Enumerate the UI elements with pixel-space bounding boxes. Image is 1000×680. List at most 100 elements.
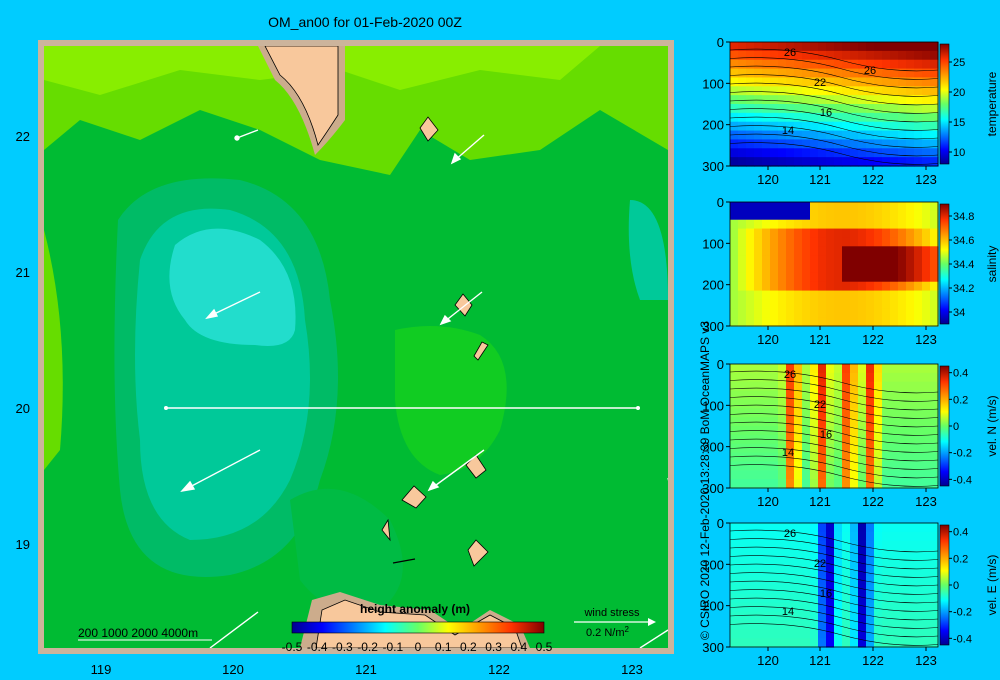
panel-x-tick: 120	[757, 172, 779, 187]
panel-y-tick: 200	[702, 118, 724, 133]
colorbar-tick: 0.5	[536, 640, 553, 654]
colorbar-tick: -0.4	[307, 640, 328, 654]
panel-y-tick: 100	[702, 236, 724, 251]
map-y-axis: 22 21 20 19	[16, 129, 30, 552]
contour-label: 22	[814, 558, 826, 570]
panel-colorbar-tick: 15	[953, 117, 965, 129]
panel-y-tick: 100	[702, 557, 724, 572]
panel-y-tick: 100	[702, 398, 724, 413]
colorbar-title: height anomaly (m)	[360, 602, 470, 616]
panel-colorbar-tick: 10	[953, 147, 965, 159]
panel-colorbar-label: temperature	[985, 71, 999, 136]
section-panel-4: 26 22 16 14 120 121 122 123 0 100 200 300 0.4 0.2 0 -0.…	[702, 516, 999, 668]
panel-x-tick: 120	[757, 653, 779, 668]
panel-y-tick: 0	[717, 35, 724, 50]
map-x-tick: 122	[488, 662, 510, 677]
colorbar-tick: 0.3	[485, 640, 502, 654]
contour-label: 22	[814, 77, 826, 89]
panel-x-tick: 122	[862, 172, 884, 187]
colorbar-ticks: -0.5 -0.4 -0.3 -0.2 -0.1 0 0.1 0.2 0.3 0.4 0.5	[282, 640, 553, 654]
panel-colorbar-tick: 0	[953, 580, 959, 592]
panel-colorbar-tick: 34.2	[953, 283, 974, 295]
panel-x-tick: 120	[757, 494, 779, 509]
panel-colorbar-tick: -0.2	[953, 448, 972, 460]
map-x-tick: 121	[355, 662, 377, 677]
section-panel-1: 26 22 16 14 26 120 121 122 123 0 100 200 300 25 20 15 10…	[702, 35, 999, 187]
panel-y-tick: 200	[702, 440, 724, 455]
colorbar-tick: 0	[415, 640, 422, 654]
panel-colorbar-tick: 0	[953, 421, 959, 433]
panel-contours: 26 22 16 14 26	[729, 47, 939, 165]
contour-label: 26	[784, 369, 796, 381]
map-panel: 119 120 121 122 123 22 21 20 19 200 1000…	[16, 40, 674, 677]
panel-colorbar-tick: 25	[953, 57, 965, 69]
panel-colorbar-tick: 34.6	[953, 235, 974, 247]
panel-colorbar-tick: 34.8	[953, 211, 974, 223]
colorbar	[291, 621, 545, 634]
section-panel-2: 120 121 122 123 0 100 200 300 34.8 34.6 34.4 34.2 34…	[702, 195, 999, 347]
contour-label: 14	[782, 447, 794, 459]
map-y-tick: 22	[16, 129, 30, 144]
panel-colorbar	[939, 524, 950, 646]
colorbar-tick: 0.2	[460, 640, 477, 654]
wind-stress-label: wind stress	[583, 607, 640, 619]
colorbar-tick: -0.1	[382, 640, 403, 654]
panel-contours: 26 22 16 14	[729, 369, 939, 487]
panel-x-tick: 123	[915, 332, 937, 347]
panel-contours: 26 22 16 14	[729, 528, 939, 646]
panel-colorbar-tick: 0.2	[953, 394, 968, 406]
panel-colorbar-tick: 0.2	[953, 553, 968, 565]
panel-colorbar-tick: 0.4	[953, 368, 968, 380]
panel-y-tick: 0	[717, 516, 724, 531]
chart-title: OM_an00 for 01-Feb-2020 00Z	[268, 14, 462, 30]
panel-y-tick: 300	[702, 481, 724, 496]
panel-colorbar-tick: 34.4	[953, 259, 974, 271]
panel-x-tick: 121	[809, 172, 831, 187]
panel-heatmap	[730, 523, 939, 648]
contour-label: 26	[864, 65, 876, 77]
panel-x-tick: 120	[757, 332, 779, 347]
panel-colorbar-tick: -0.4	[953, 474, 972, 486]
panel-colorbar-tick: -0.4	[953, 633, 972, 645]
panel-y-tick: 300	[702, 319, 724, 334]
panel-y-tick: 100	[702, 76, 724, 91]
panel-colorbar	[939, 43, 950, 165]
contour-label: 22	[814, 399, 826, 411]
panel-colorbar-tick: 34	[953, 307, 965, 319]
panel-y-tick: 0	[717, 357, 724, 372]
panel-frame	[729, 201, 939, 327]
panel-heatmap	[730, 364, 939, 489]
section-panel-3: 26 22 16 14 120 121 122 123 0 100 200 300 0.4 0.2 0 -0.…	[702, 357, 999, 509]
credit-text: © CSIRO 2020 12-Feb-2020 13:28:39 BoM Oc…	[698, 320, 712, 640]
map-x-tick: 119	[91, 662, 112, 677]
wind-stress-scale: 0.2 N/m2	[586, 625, 630, 639]
panel-x-tick: 121	[809, 653, 831, 668]
panel-x-tick: 123	[915, 653, 937, 668]
panel-colorbar	[939, 203, 950, 325]
panel-x-tick: 121	[809, 494, 831, 509]
panel-colorbar	[939, 365, 950, 487]
map-x-tick: 120	[222, 662, 244, 677]
panel-colorbar-label: salinity	[985, 246, 999, 283]
panel-y-tick: 300	[702, 159, 724, 174]
map-y-tick: 20	[16, 401, 30, 416]
contour-label: 14	[782, 606, 794, 618]
panel-colorbar-tick: -0.2	[953, 607, 972, 619]
contour-label: 14	[782, 125, 794, 137]
colorbar-tick: -0.3	[332, 640, 353, 654]
panel-colorbar-label: vel. E (m/s)	[985, 555, 999, 616]
panel-heatmap	[730, 42, 939, 167]
contour-label: 26	[784, 47, 796, 59]
panel-x-tick: 121	[809, 332, 831, 347]
colorbar-tick: 0.4	[510, 640, 527, 654]
colorbar-tick: 0.1	[435, 640, 452, 654]
panel-frame	[729, 522, 939, 648]
panel-x-tick: 123	[915, 172, 937, 187]
panel-frame	[729, 363, 939, 489]
panel-colorbar-label: vel. N (m/s)	[985, 395, 999, 456]
panel-x-tick: 123	[915, 494, 937, 509]
panel-x-tick: 122	[862, 653, 884, 668]
panel-y-tick: 200	[702, 599, 724, 614]
height-anomaly-field	[44, 46, 668, 648]
